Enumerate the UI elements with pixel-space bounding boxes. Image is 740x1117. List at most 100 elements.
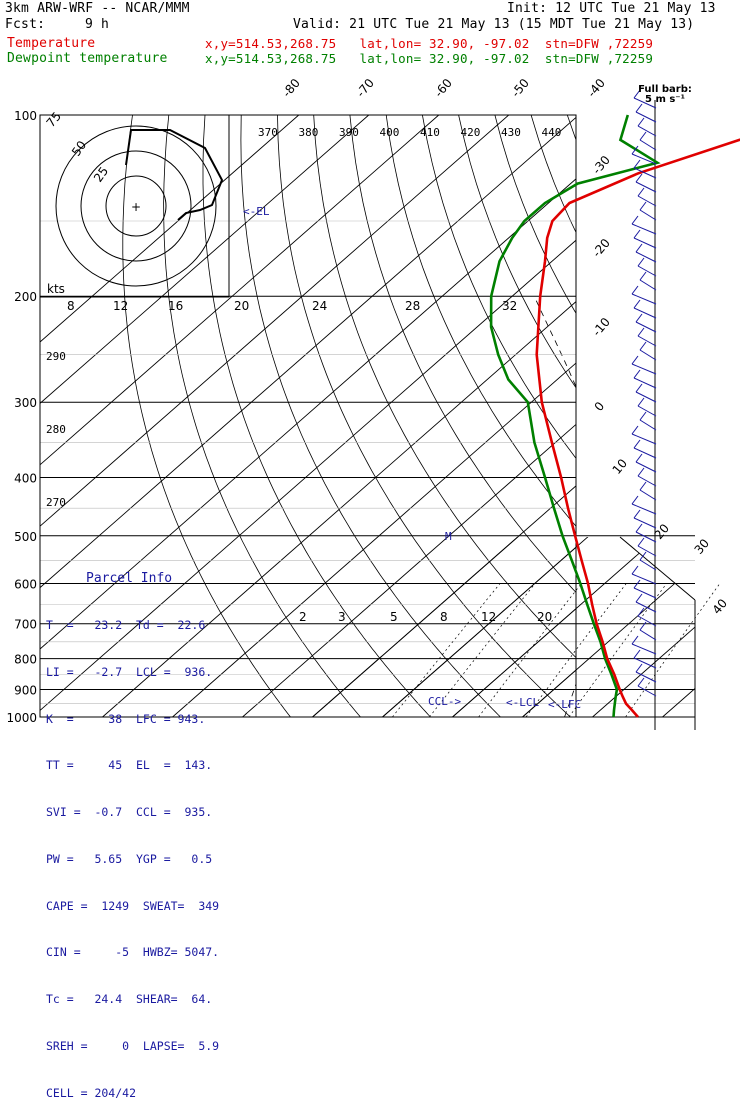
hodograph-ring-label: 50 — [69, 138, 89, 159]
wind-barb-flag — [634, 230, 640, 238]
mixing-ratio-label: 12 — [481, 610, 496, 624]
mixing-ratio-label: 2 — [299, 610, 307, 624]
wind-barb-shaft — [632, 434, 656, 444]
parcel-row: LI = -2.7 LCL = 936. — [46, 665, 232, 681]
parcel-row: T = 23.2 Td = 22.6 — [46, 618, 232, 634]
parcel-row: CELL = 204/42 — [46, 1086, 232, 1102]
mixing-ratio-label: 24 — [312, 299, 327, 313]
wind-barb-shaft — [640, 350, 656, 360]
wind-barb-shaft — [640, 140, 656, 150]
wind-barb-flag — [638, 538, 644, 546]
pressure-tick-label: 400 — [14, 471, 37, 485]
level-annotation-ccl: CCL-> — [428, 695, 461, 708]
theta-label: 280 — [46, 423, 66, 436]
wind-barb-shaft — [632, 644, 656, 654]
dry-adiabat — [422, 115, 740, 717]
wind-barb-flag — [636, 244, 642, 252]
wind-barb-shaft — [634, 238, 656, 248]
parcel-row: SREH = 0 LAPSE= 5.9 — [46, 1039, 232, 1055]
wind-barb-flag — [636, 314, 642, 322]
mixing-ratio-label: 16 — [168, 299, 183, 313]
wind-barb-flag — [632, 286, 638, 294]
wind-barb-shaft — [634, 448, 656, 458]
wind-barb-shaft — [636, 182, 656, 192]
level-annotation-lcl: <-LCL — [506, 696, 539, 709]
wind-barb — [632, 496, 656, 514]
wind-barb-shaft — [638, 126, 656, 136]
wind-barb-flag — [640, 342, 646, 350]
sounding-curves — [491, 115, 740, 717]
dry-adiabat — [386, 115, 740, 717]
wind-barb-flag — [632, 426, 638, 434]
wind-barb-flag — [640, 132, 646, 140]
wind-barb-shaft — [636, 112, 656, 122]
moist-adiabat — [649, 296, 740, 717]
isotherm-tick-label: -70 — [354, 76, 377, 100]
wind-barb-flag — [640, 412, 646, 420]
wind-barb-shaft — [636, 462, 656, 472]
parcel-row: Tc = 24.4 SHEAR= 64. — [46, 992, 232, 1008]
dry-adiabat — [676, 115, 740, 717]
wind-barb — [632, 636, 656, 654]
mixing-ratio-label: 20 — [234, 299, 249, 313]
theta-label: 380 — [299, 126, 319, 139]
theta-label: 410 — [420, 126, 440, 139]
isotherm-tick-label: 40 — [710, 596, 731, 617]
wind-barb-flag — [634, 370, 640, 378]
wind-barb-flag — [636, 594, 642, 602]
isotherm-tick-label: -50 — [509, 76, 532, 100]
level-annotation-el: <-EL — [243, 205, 270, 218]
isotherm-line — [733, 477, 740, 717]
wind-barb-flag — [636, 454, 642, 462]
wind-barb-shaft — [632, 504, 656, 514]
wind-barb-shaft — [640, 210, 656, 220]
theta-label: 400 — [380, 126, 400, 139]
wind-barb-flag — [638, 188, 644, 196]
parcel-row: SVI = -0.7 CCL = 935. — [46, 805, 232, 821]
isotherm-line — [593, 115, 740, 717]
wind-barb-flag — [634, 510, 640, 518]
wind-barb-shaft — [638, 616, 656, 626]
theta-label: 290 — [46, 350, 66, 363]
pressure-tick-label: 200 — [14, 290, 37, 304]
wind-barb-shaft — [640, 420, 656, 430]
pressure-tick-label: 100 — [14, 109, 37, 123]
isotherm-tick-label: -20 — [590, 236, 613, 260]
dry-adiabat — [203, 115, 431, 717]
mixing-ratio-label: 8 — [440, 610, 448, 624]
pressure-tick-label: 600 — [14, 577, 37, 591]
parcel-row: CIN = -5 HWBZ= 5047. — [46, 945, 232, 961]
isotherm-line — [663, 477, 740, 717]
isotherm-tick-label: 0 — [592, 399, 608, 414]
wind-barb-flag — [636, 664, 642, 672]
wind-barbs — [632, 90, 656, 696]
wind-barb-flag — [634, 300, 640, 308]
isotherm-line — [243, 115, 740, 717]
wind-barb-flag — [638, 468, 644, 476]
theta-label: 390 — [339, 126, 359, 139]
wind-barb-flag — [640, 552, 646, 560]
wind-barb-shaft — [638, 476, 656, 486]
dry-adiabat — [241, 115, 501, 717]
wind-barb-flag — [638, 398, 644, 406]
wind-barb-shaft — [632, 224, 656, 234]
dry-adiabat — [314, 115, 641, 717]
isotherm-tick-label: -80 — [280, 76, 303, 100]
wind-barb — [632, 286, 656, 304]
pressure-tick-label: 1000 — [6, 711, 37, 725]
isotherm-line — [453, 477, 726, 717]
moist-adiabat — [677, 296, 740, 717]
parcel-info-title: Parcel Info — [86, 571, 232, 587]
isotherm-tick-label: -10 — [590, 315, 613, 339]
wind-barb-shaft — [638, 406, 656, 416]
mixing-ratio-label: 28 — [405, 299, 420, 313]
wind-barb-shaft — [640, 490, 656, 500]
dry-adiabat — [604, 115, 740, 717]
wind-barb-flag — [640, 622, 646, 630]
mixing-ratio-label: 3 — [338, 610, 346, 624]
wind-barb-flag — [632, 496, 638, 504]
isotherm-line — [733, 115, 740, 717]
wind-barb-flag — [638, 258, 644, 266]
wind-barb-shaft — [634, 518, 656, 528]
isotherm-tick-label: 30 — [692, 536, 713, 557]
